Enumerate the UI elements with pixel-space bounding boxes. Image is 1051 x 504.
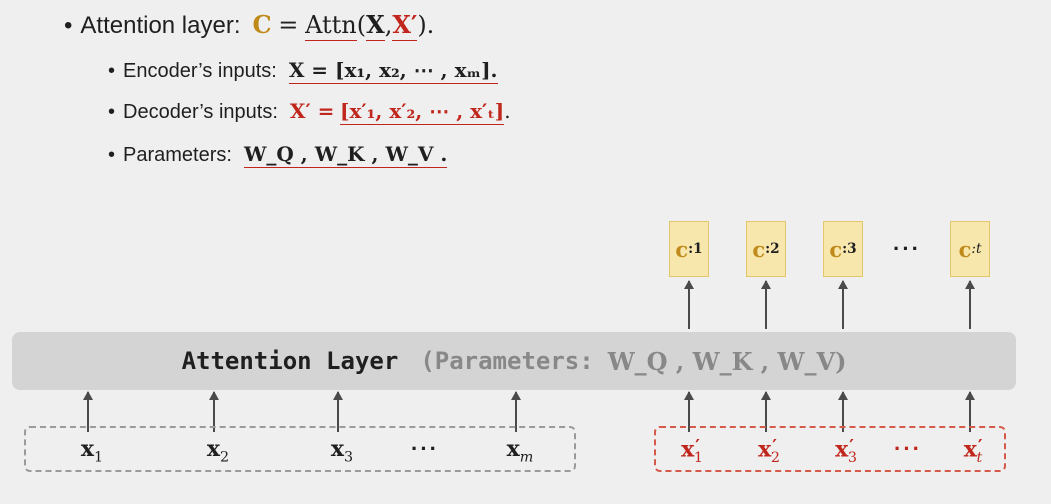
- decoder-token-xt-prime: x′t: [963, 436, 983, 466]
- formula-close-paren: ).: [417, 11, 435, 39]
- arrow-up-c2: [761, 280, 771, 329]
- arrow-up-c3: [838, 280, 848, 329]
- parameters-formula: W_Q , W_K , W_V .: [243, 142, 448, 168]
- context-vector-c2: c:2: [746, 221, 786, 277]
- encoder-token-x2: x2: [206, 436, 230, 466]
- attention-layer-params-prefix: (Parameters:: [420, 347, 594, 375]
- encoder-token-x3: x3: [330, 436, 354, 466]
- bullet-attention-layer: • Attention layer: C = Attn(X,X′).: [64, 10, 435, 41]
- attention-layer-block: Attention Layer (Parameters: W_Q , W_K ,…: [12, 332, 1016, 390]
- decoder-token-x1-prime: x′1: [681, 436, 703, 466]
- arrow-up-x1-prime: [684, 391, 694, 432]
- attention-layer-title: Attention Layer: [181, 347, 399, 375]
- encoder-inputs-box: [24, 426, 576, 472]
- encoder-ellipsis: ···: [411, 436, 439, 461]
- decoder-inputs-box: [654, 426, 1006, 472]
- formula-x-prime: X′: [392, 10, 418, 41]
- bullet-dot: •: [108, 101, 116, 123]
- context-vector-c3: c:3: [823, 221, 863, 277]
- decoder-token-x2-prime: x′2: [758, 436, 780, 466]
- decoder-inputs-rhs: [x′₁, x′₂, ⋯ , x′ₜ]: [340, 99, 505, 125]
- bullet-dot: •: [108, 144, 116, 166]
- attention-layer-label: Attention layer:: [80, 12, 241, 39]
- bullet-dot: •: [108, 60, 116, 82]
- formula-open-paren: (: [356, 11, 367, 39]
- encoder-inputs-formula: X = [x₁, x₂, ⋯ , xₘ].: [288, 58, 498, 84]
- encoder-inputs-label: Encoder’s inputs:: [123, 60, 277, 82]
- arrow-up-x3: [333, 391, 343, 432]
- decoder-token-x3-prime: x′3: [835, 436, 857, 466]
- arrow-up-x2-prime: [761, 391, 771, 432]
- attention-layer-params: W_Q , W_K , W_V): [607, 346, 847, 376]
- formula-equals: =: [278, 11, 299, 39]
- encoder-token-xm: xm: [506, 436, 534, 466]
- context-ellipsis: ···: [893, 236, 921, 261]
- formula-attn: Attn: [305, 11, 357, 41]
- bullet-dot: •: [64, 12, 73, 39]
- arrow-up-ct: [965, 280, 975, 329]
- arrow-up-x1: [83, 391, 93, 432]
- parameters-label: Parameters:: [123, 144, 232, 166]
- formula-c: C: [252, 10, 272, 39]
- arrow-up-x3-prime: [838, 391, 848, 432]
- decoder-inputs-end: .: [504, 99, 511, 123]
- decoder-inputs-lhs: X′ =: [289, 99, 335, 123]
- arrow-up-c1: [684, 280, 694, 329]
- context-vector-c1: c:1: [669, 221, 709, 277]
- bullet-encoder-inputs: • Encoder’s inputs: X = [x₁, x₂, ⋯ , xₘ].: [108, 58, 498, 84]
- encoder-token-x1: x1: [80, 436, 104, 466]
- formula-comma: ,: [384, 11, 393, 39]
- formula-x: X: [366, 10, 385, 41]
- arrow-up-xm: [511, 391, 521, 432]
- bullet-parameters: • Parameters: W_Q , W_K , W_V .: [108, 142, 448, 168]
- arrow-up-xt-prime: [965, 391, 975, 432]
- decoder-inputs-label: Decoder’s inputs:: [123, 101, 278, 123]
- context-vector-ct: c:t: [950, 221, 990, 277]
- arrow-up-x2: [209, 391, 219, 432]
- decoder-ellipsis: ···: [894, 436, 922, 461]
- bullet-decoder-inputs: • Decoder’s inputs: X′ = [x′₁, x′₂, ⋯ , x′…: [108, 99, 511, 125]
